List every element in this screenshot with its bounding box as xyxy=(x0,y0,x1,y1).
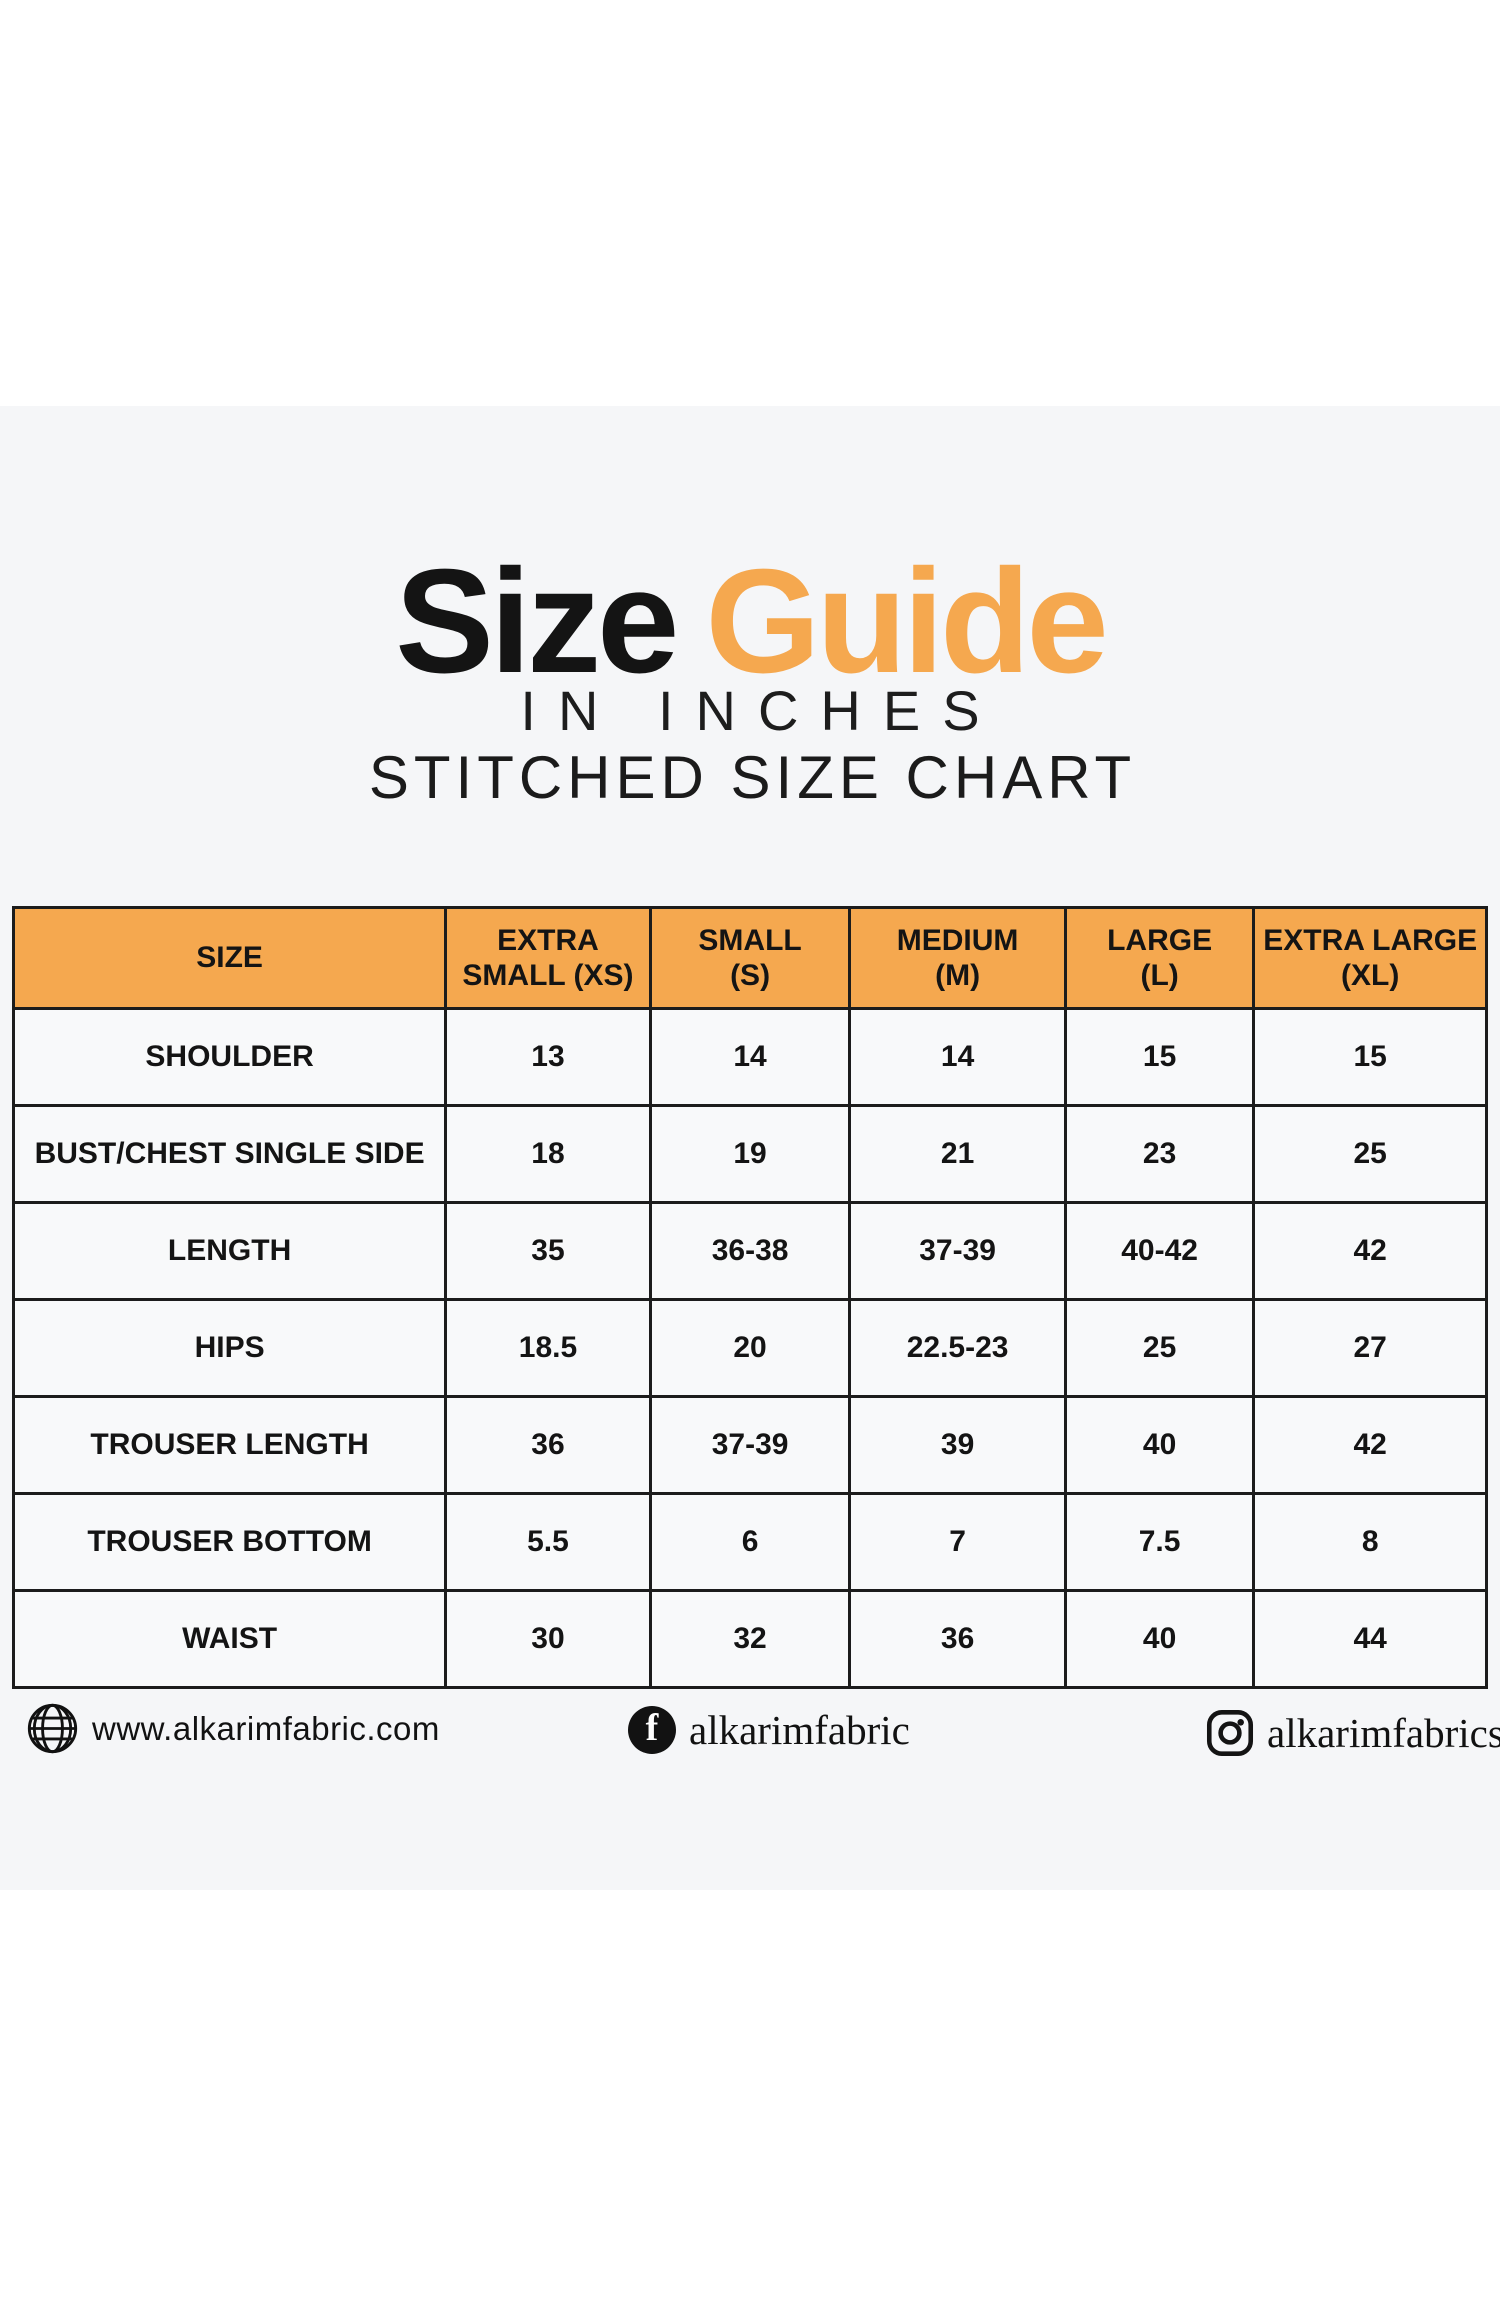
size-value-cell: 18 xyxy=(444,1104,652,1204)
size-value-cell: 36 xyxy=(444,1395,652,1495)
column-header-extra-small-xs: EXTRA SMALL (XS) xyxy=(444,906,652,1010)
table-row-trouser-length: TROUSER LENGTH 36 37-39 39 40 42 xyxy=(11,1395,1488,1495)
size-value-cell: 5.5 xyxy=(444,1492,652,1592)
size-value-cell: 42 xyxy=(1252,1395,1488,1495)
table-row-bust-chest-single-side: BUST/CHEST SINGLE SIDE 18 19 21 23 25 xyxy=(11,1104,1488,1204)
size-value-cell: 30 xyxy=(444,1589,652,1689)
table-row-shoulder: SHOULDER 13 14 14 15 15 xyxy=(11,1007,1488,1107)
size-value-cell: 14 xyxy=(648,1007,852,1107)
column-header-medium-m: MEDIUM (M) xyxy=(848,906,1067,1010)
size-value-cell: 15 xyxy=(1063,1007,1256,1107)
row-label-bust-chest-single-side: BUST/CHEST SINGLE SIDE xyxy=(11,1104,448,1204)
instagram-icon xyxy=(1206,1709,1254,1757)
size-chart-table: SIZE EXTRA SMALL (XS) SMALL (S) MEDIUM (M) L… xyxy=(11,906,1488,1689)
size-value-cell: 40 xyxy=(1063,1589,1256,1689)
table-row-trouser-bottom: TROUSER BOTTOM 5.5 6 7 7.5 8 xyxy=(11,1492,1488,1592)
column-header-size: SIZE xyxy=(11,906,448,1010)
size-value-cell: 36 xyxy=(848,1589,1067,1689)
size-value-cell: 8 xyxy=(1252,1492,1488,1592)
size-value-cell: 18.5 xyxy=(444,1298,652,1398)
title-word-guide: Guide xyxy=(705,539,1108,704)
row-label-trouser-bottom: TROUSER BOTTOM xyxy=(11,1492,448,1592)
size-value-cell: 7 xyxy=(848,1492,1067,1592)
footer-website: www.alkarimfabric.com xyxy=(26,1702,440,1755)
subtitle-stitched-size-chart: STITCHED SIZE CHART xyxy=(368,744,1137,811)
size-value-cell: 15 xyxy=(1252,1007,1488,1107)
size-value-cell: 25 xyxy=(1252,1104,1488,1204)
row-label-length: LENGTH xyxy=(11,1201,448,1301)
column-header-extra-large-xl: EXTRA LARGE (XL) xyxy=(1252,906,1488,1010)
footer-instagram: alkarimfabrics xyxy=(1206,1709,1500,1757)
table-row-waist: WAIST 30 32 36 40 44 xyxy=(11,1589,1488,1689)
page-title: Size Guide xyxy=(0,548,1500,696)
size-value-cell: 7.5 xyxy=(1063,1492,1256,1592)
size-value-cell: 42 xyxy=(1252,1201,1488,1301)
size-value-cell: 39 xyxy=(848,1395,1067,1495)
size-value-cell: 22.5-23 xyxy=(848,1298,1067,1398)
title-word-size: Size xyxy=(395,539,679,704)
row-label-shoulder: SHOULDER xyxy=(11,1007,448,1107)
row-label-trouser-length: TROUSER LENGTH xyxy=(11,1395,448,1495)
size-value-cell: 6 xyxy=(648,1492,852,1592)
size-value-cell: 32 xyxy=(648,1589,852,1689)
size-value-cell: 19 xyxy=(648,1104,852,1204)
row-label-waist: WAIST xyxy=(11,1589,448,1689)
table-row-hips: HIPS 18.5 20 22.5-23 25 27 xyxy=(11,1298,1488,1398)
size-value-cell: 40 xyxy=(1063,1395,1256,1495)
size-value-cell: 35 xyxy=(444,1201,652,1301)
size-value-cell: 25 xyxy=(1063,1298,1256,1398)
column-header-small-s: SMALL (S) xyxy=(648,906,852,1010)
size-value-cell: 40-42 xyxy=(1063,1201,1256,1301)
size-value-cell: 14 xyxy=(848,1007,1067,1107)
size-value-cell: 37-39 xyxy=(648,1395,852,1495)
instagram-handle: alkarimfabrics xyxy=(1267,1710,1500,1756)
subtitle-in-inches: IN INCHES xyxy=(520,679,1002,742)
size-value-cell: 21 xyxy=(848,1104,1067,1204)
table-row-length: LENGTH 35 36-38 37-39 40-42 42 xyxy=(11,1201,1488,1301)
size-value-cell: 44 xyxy=(1252,1589,1488,1689)
website-url: www.alkarimfabric.com xyxy=(92,1709,440,1747)
facebook-handle: alkarimfabric xyxy=(689,1707,910,1753)
row-label-hips: HIPS xyxy=(11,1298,448,1398)
facebook-icon: f xyxy=(628,1706,676,1754)
globe-icon xyxy=(27,1703,78,1754)
size-value-cell: 23 xyxy=(1063,1104,1256,1204)
size-value-cell: 27 xyxy=(1252,1298,1488,1398)
size-value-cell: 37-39 xyxy=(848,1201,1067,1301)
footer-facebook: f alkarimfabric xyxy=(628,1706,910,1754)
table-header-row: SIZE EXTRA SMALL (XS) SMALL (S) MEDIUM (M) L… xyxy=(11,906,1488,1010)
size-value-cell: 36-38 xyxy=(648,1201,852,1301)
size-value-cell: 20 xyxy=(648,1298,852,1398)
size-value-cell: 13 xyxy=(444,1007,652,1107)
column-header-large-l: LARGE (L) xyxy=(1063,906,1256,1010)
